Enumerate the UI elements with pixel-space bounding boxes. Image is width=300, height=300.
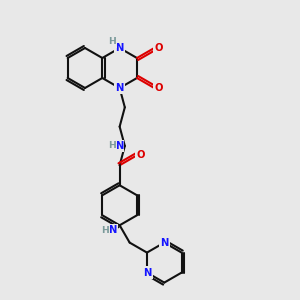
Text: N: N [109, 225, 117, 235]
Text: N: N [115, 141, 123, 151]
Text: O: O [154, 83, 163, 93]
Text: H: H [108, 38, 116, 46]
Text: N: N [116, 83, 124, 93]
Text: N: N [143, 268, 151, 278]
Text: H: H [108, 142, 116, 151]
Text: O: O [137, 150, 145, 160]
Text: O: O [154, 43, 163, 53]
Text: N: N [116, 43, 124, 53]
Text: H: H [101, 226, 109, 235]
Text: N: N [160, 238, 169, 248]
